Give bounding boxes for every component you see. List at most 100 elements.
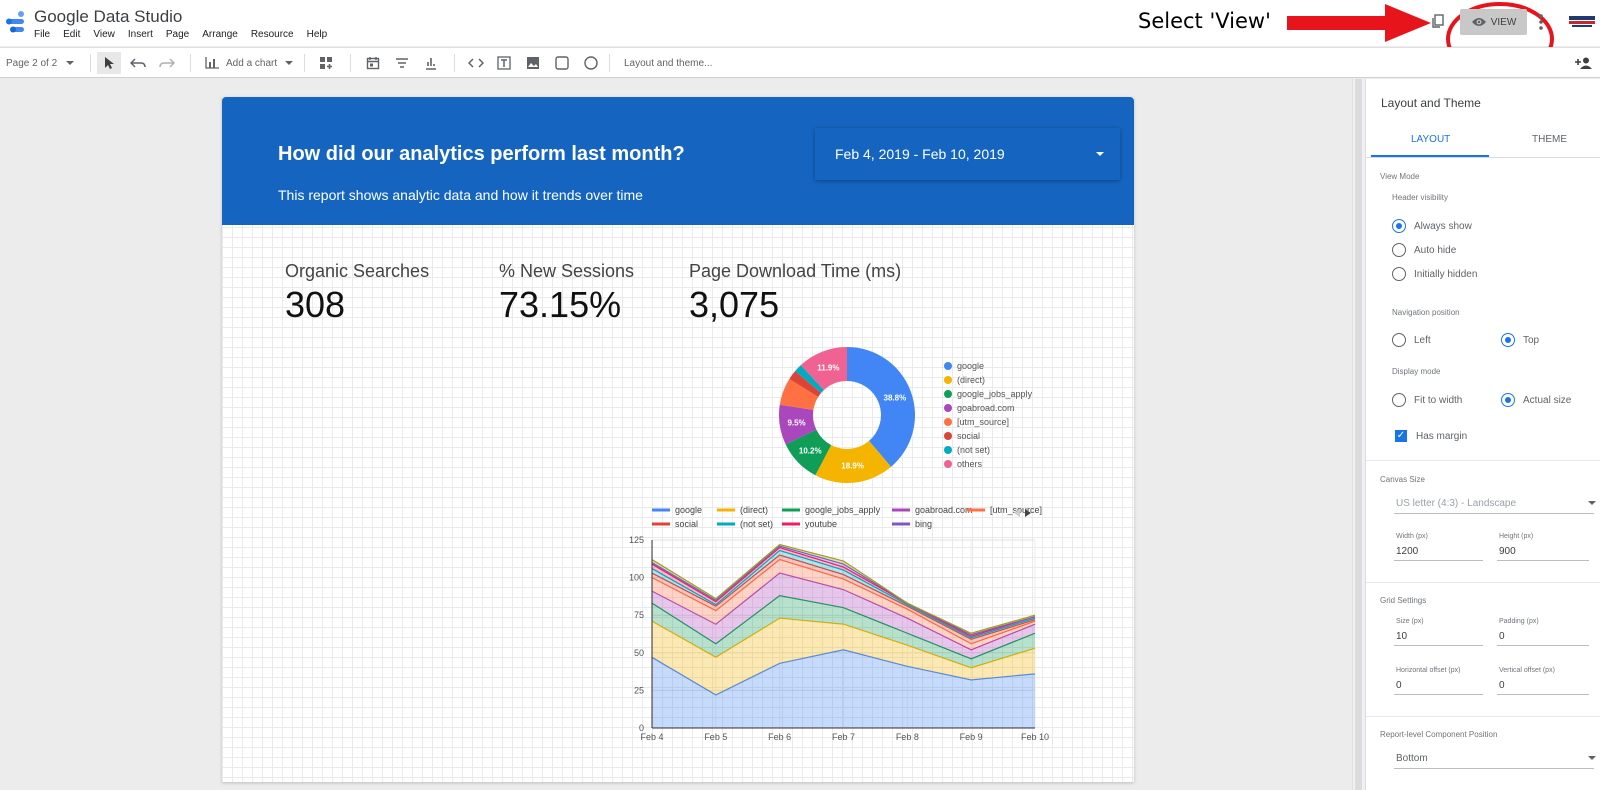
height-input[interactable]: 900 (1499, 546, 1516, 557)
menu-arrange[interactable]: Arrange (202, 29, 238, 40)
menu-page[interactable]: Page (165, 29, 190, 40)
donut-slice-(not set)[interactable] (795, 365, 824, 394)
menu-help[interactable]: Help (306, 29, 328, 40)
vertical-offset-input[interactable]: 0 (1499, 680, 1505, 691)
legend-label[interactable]: youtube (805, 519, 837, 529)
radio-actual-size[interactable]: Actual size (1501, 393, 1571, 407)
checkbox-has-margin[interactable]: ✓ Has margin (1395, 430, 1467, 442)
text-box-icon[interactable] (497, 56, 511, 70)
radio-fit-to-width[interactable]: Fit to width (1392, 393, 1462, 407)
view-button-label: VIEW (1490, 16, 1517, 28)
area-series-goabroad.com[interactable] (652, 573, 1035, 659)
legend-next-icon[interactable] (1025, 509, 1031, 517)
radio-auto-hide[interactable]: Auto hide (1392, 243, 1456, 257)
legend-item[interactable]: others (944, 457, 1032, 471)
add-chart-button[interactable]: Add a chart (205, 48, 296, 78)
area-series-[utm_source][interactable] (652, 559, 1035, 650)
scorecard-label: Organic Searches (285, 261, 430, 281)
add-person-icon[interactable] (1575, 57, 1593, 69)
report-canvas[interactable]: How did our analytics perform last month… (222, 97, 1134, 782)
donut-slice-others[interactable] (800, 347, 847, 391)
donut-slice-goabroad.com[interactable] (779, 404, 817, 445)
scorecard-organic-searches[interactable]: Organic Searches 308 (285, 261, 429, 326)
menu-view[interactable]: View (93, 29, 115, 40)
menu-file[interactable]: File (34, 29, 51, 40)
more-options-icon[interactable] (1539, 14, 1543, 30)
legend-label[interactable]: goabroad.com (915, 505, 973, 515)
horizontal-offset-input[interactable]: 0 (1396, 680, 1402, 691)
donut-slice-social[interactable] (789, 371, 822, 397)
panel-scrollbar-thumb[interactable] (1355, 79, 1362, 790)
radio-unselected-icon (1392, 267, 1406, 281)
grid-size-input[interactable]: 10 (1396, 631, 1408, 642)
image-icon[interactable] (526, 56, 540, 70)
checkbox-label: Has margin (1416, 430, 1468, 442)
filter-icon[interactable] (395, 57, 409, 69)
radio-initially-hidden[interactable]: Initially hidden (1392, 267, 1477, 281)
radio-nav-left[interactable]: Left (1392, 333, 1431, 347)
scorecard-page-download-time[interactable]: Page Download Time (ms) 3,075 (689, 261, 901, 326)
redo-icon[interactable] (159, 56, 175, 70)
dropdown-arrow-icon[interactable] (1588, 501, 1596, 506)
area-series-9[interactable] (652, 544, 1035, 635)
area-series-(direct)[interactable] (652, 618, 1035, 695)
donut-slice-google_jobs_apply[interactable] (785, 429, 832, 476)
donut-slice-google[interactable] (847, 347, 915, 467)
community-viz-icon[interactable] (319, 56, 333, 70)
legend-item[interactable]: goabroad.com (944, 401, 1032, 415)
date-range-control[interactable]: Feb 4, 2019 - Feb 10, 2019 (815, 128, 1120, 180)
legend-label[interactable]: bing (915, 519, 932, 529)
legend-item[interactable]: (not set) (944, 443, 1032, 457)
tab-layout[interactable]: LAYOUT (1411, 134, 1451, 145)
view-button[interactable]: VIEW (1460, 9, 1527, 35)
legend-item[interactable]: [utm_source] (944, 415, 1032, 429)
legend-label[interactable]: [utm_source] (990, 505, 1042, 515)
legend-label[interactable]: social (675, 519, 698, 529)
menu-resource[interactable]: Resource (250, 29, 294, 40)
legend-label: (direct) (957, 375, 986, 385)
grid-padding-input[interactable]: 0 (1499, 631, 1505, 642)
data-studio-logo-icon[interactable] (4, 10, 26, 34)
rectangle-icon[interactable] (555, 56, 569, 70)
width-input[interactable]: 1200 (1396, 546, 1419, 557)
embed-code-icon[interactable] (468, 57, 484, 69)
legend-prev-icon[interactable] (1014, 509, 1020, 517)
circle-shape-icon[interactable] (584, 56, 598, 70)
legend-item[interactable]: social (944, 429, 1032, 443)
legend-item[interactable]: (direct) (944, 373, 1032, 387)
donut-slice-(direct)[interactable] (815, 440, 891, 483)
legend-label[interactable]: (direct) (740, 505, 768, 515)
radio-selected-icon (1501, 333, 1515, 347)
copy-icon[interactable] (1432, 14, 1444, 28)
canvas-size-select[interactable]: US letter (4:3) - Landscape (1396, 498, 1517, 509)
legend-item[interactable]: google (944, 359, 1032, 373)
donut-chart[interactable]: 38.8% 18.9% 10.2% 9.5% 11.9% (777, 345, 917, 485)
tab-theme[interactable]: THEME (1532, 134, 1567, 145)
x-tick-label: Feb 4 (640, 732, 663, 742)
page-selector[interactable]: Page 2 of 2 (6, 48, 77, 78)
radio-nav-top[interactable]: Top (1501, 333, 1539, 347)
account-logo-icon[interactable] (1567, 14, 1597, 30)
donut-slice-[utm_source][interactable] (779, 378, 819, 410)
legend-label[interactable]: (not set) (740, 519, 773, 529)
legend-label[interactable]: google_jobs_apply (805, 505, 881, 515)
menu-edit[interactable]: Edit (63, 29, 81, 40)
area-series-google_jobs_apply[interactable] (652, 595, 1035, 668)
scorecard-new-sessions[interactable]: % New Sessions 73.15% (499, 261, 634, 326)
eye-icon (1471, 18, 1486, 26)
area-series-google[interactable] (652, 649, 1035, 728)
component-position-select[interactable]: Bottom (1396, 753, 1428, 764)
radio-always-show[interactable]: Always show (1392, 219, 1472, 233)
cursor-icon[interactable] (104, 56, 114, 70)
legend-label[interactable]: google (675, 505, 702, 515)
dropdown-arrow-icon[interactable] (1588, 756, 1596, 761)
area-chart[interactable]: 0 25 50 75 100 125 Feb 4 Feb 5 Feb 6 Feb 7 Feb 8 Fe… (622, 500, 1077, 770)
area-series-line (651, 649, 1036, 696)
legend-item[interactable]: google_jobs_apply (944, 387, 1032, 401)
date-range-icon[interactable] (366, 56, 380, 70)
area-series-social[interactable] (652, 555, 1035, 644)
undo-icon[interactable] (130, 56, 146, 70)
layout-theme-button[interactable]: Layout and theme... (624, 48, 712, 78)
data-control-icon[interactable] (424, 56, 438, 70)
menu-insert[interactable]: Insert (127, 29, 153, 40)
